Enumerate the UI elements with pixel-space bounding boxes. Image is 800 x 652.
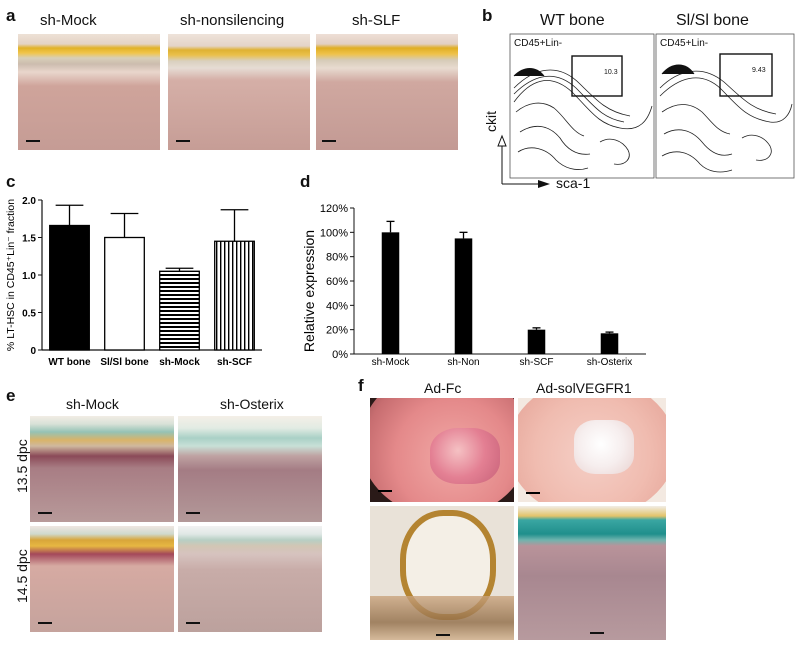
gate-label-wt: CD45+Lin- xyxy=(514,38,562,49)
chart-d-bar xyxy=(527,329,546,354)
bone-section-sh-slf xyxy=(316,34,458,150)
panel-label-a: a xyxy=(6,6,16,25)
chart-d-bar xyxy=(600,333,619,354)
flow-cytometry-plots: 10.3 CD45+Lin- 9.43 CD45+Lin- ckit sca-1 xyxy=(483,33,795,190)
chart-d-bar xyxy=(454,238,473,354)
chart-c-category-label: WT bone xyxy=(48,357,91,368)
flow-axes-arrows: ckit sca-1 xyxy=(483,111,590,190)
graft-photo-ad-fc xyxy=(370,398,514,502)
row-label-13-5-dpc: 13.5 dpc xyxy=(14,439,30,493)
caption-e-sh-mock: sh-Mock xyxy=(66,396,119,412)
chart-d-bar xyxy=(381,232,400,354)
chart-c-bar xyxy=(104,236,145,351)
flow-title-wt: WT bone xyxy=(540,12,605,29)
chart-d-ytick-label: 80% xyxy=(326,252,348,264)
panel-label-e: e xyxy=(6,386,16,405)
chart-c-ytick-label: 2.0 xyxy=(22,196,36,207)
chart-c-ytick-label: 1.0 xyxy=(22,271,36,282)
row-label-14-5-dpc: 14.5 dpc xyxy=(14,549,30,603)
section-e-osterix-14-5 xyxy=(178,526,322,632)
chart-d-ytick-label: 20% xyxy=(326,325,348,337)
chart-d-category-label: sh-Non xyxy=(447,357,479,365)
caption-sh-nonsilencing: sh-nonsilencing xyxy=(180,12,285,29)
flow-plot-slsl: 9.43 CD45+Lin- xyxy=(655,33,795,179)
bone-section-sh-mock xyxy=(18,34,160,150)
chart-d-ytick-label: 120% xyxy=(320,203,348,215)
caption-e-sh-osterix: sh-Osterix xyxy=(220,396,284,412)
chart-relative-expression: 0% 20% 40% 60% 80% 100% 120% sh-Mock sh-Non sh-SC… xyxy=(301,203,646,365)
chart-c-category-label: Sl/Sl bone xyxy=(100,357,149,368)
chart-d-category-label: sh-Mock xyxy=(372,357,411,365)
chart-c-ylabel: % LT-HSC in CD45⁺Lin⁻ fraction xyxy=(5,199,17,351)
chart-d-ytick-label: 60% xyxy=(326,276,348,288)
chart-c-bar xyxy=(49,224,90,351)
panel-label-d: d xyxy=(300,172,311,191)
chart-c-ytick-label: 0.5 xyxy=(22,309,36,320)
chart-c-ytick-label: 1.5 xyxy=(22,234,36,245)
chart-c-bar xyxy=(214,240,255,351)
chart-d-ytick-label: 40% xyxy=(326,300,348,312)
panel-label-b: b xyxy=(482,6,493,25)
chart-d-ytick-label: 0% xyxy=(332,349,348,361)
flow-x-axis-label: sca-1 xyxy=(556,175,590,190)
chart-d-category-label: sh-Osterix xyxy=(587,357,633,365)
gate-value-wt: 10.3 xyxy=(604,69,618,76)
flow-title-slsl: Sl/Sl bone xyxy=(676,12,749,29)
section-e-osterix-13-5 xyxy=(178,416,322,522)
chart-d-category-label: sh-SCF xyxy=(520,357,554,365)
chart-lt-hsc: 0 0.5 1.0 1.5 2.0 WT bone Sl/Sl bone sh-Mock sh-… xyxy=(5,196,262,368)
caption-ad-fc: Ad-Fc xyxy=(424,380,462,396)
chart-c-ytick-label: 0 xyxy=(30,346,36,357)
panel-label-f: f xyxy=(358,376,364,395)
gate-value-slsl: 9.43 xyxy=(752,67,766,74)
bone-section-sh-nonsilencing xyxy=(168,34,310,150)
caption-ad-solvegfr1: Ad-solVEGFR1 xyxy=(536,380,632,396)
panel-label-c: c xyxy=(6,172,16,191)
section-e-mock-13-5 xyxy=(30,416,174,522)
chart-d-ytick-label: 100% xyxy=(320,227,348,239)
section-f-ad-solvegfr1 xyxy=(518,506,666,640)
caption-sh-mock: sh-Mock xyxy=(40,12,97,29)
graft-photo-ad-solvegfr1 xyxy=(518,398,666,502)
flow-y-axis-label: ckit xyxy=(483,111,499,132)
flow-plot-wt: 10.3 CD45+Lin- xyxy=(509,33,655,179)
chart-c-bar xyxy=(159,270,200,351)
section-f-ad-fc xyxy=(370,506,514,640)
chart-d-ylabel: Relative expression xyxy=(301,230,317,352)
chart-c-category-label: sh-SCF xyxy=(217,357,252,368)
chart-c-category-label: sh-Mock xyxy=(159,357,200,368)
caption-sh-slf: sh-SLF xyxy=(352,12,401,29)
gate-label-slsl: CD45+Lin- xyxy=(660,38,708,49)
section-e-mock-14-5 xyxy=(30,526,174,632)
